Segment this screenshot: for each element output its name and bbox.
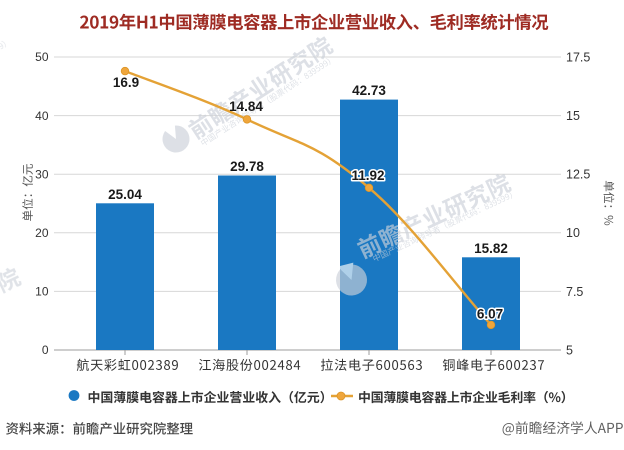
svg-text:14.84: 14.84: [229, 99, 263, 114]
svg-text:16.9: 16.9: [113, 75, 139, 90]
svg-text:5: 5: [566, 343, 573, 357]
svg-text:17.5: 17.5: [566, 50, 590, 64]
svg-text:7.5: 7.5: [566, 285, 583, 299]
svg-text:15: 15: [566, 109, 580, 123]
svg-text:29.78: 29.78: [230, 159, 264, 174]
svg-text:12.5: 12.5: [566, 168, 590, 182]
svg-text:42.73: 42.73: [352, 83, 386, 98]
svg-text:10: 10: [35, 285, 49, 299]
svg-text:40: 40: [35, 109, 49, 123]
svg-text:30: 30: [35, 167, 49, 181]
svg-text:0: 0: [42, 343, 49, 357]
svg-text:11.92: 11.92: [351, 168, 384, 183]
svg-text:50: 50: [35, 50, 49, 64]
svg-text:20: 20: [35, 226, 49, 240]
svg-text:15.82: 15.82: [474, 241, 508, 256]
svg-text:6.07: 6.07: [477, 307, 503, 322]
svg-text:10: 10: [566, 226, 580, 240]
svg-text:25.04: 25.04: [108, 187, 142, 202]
